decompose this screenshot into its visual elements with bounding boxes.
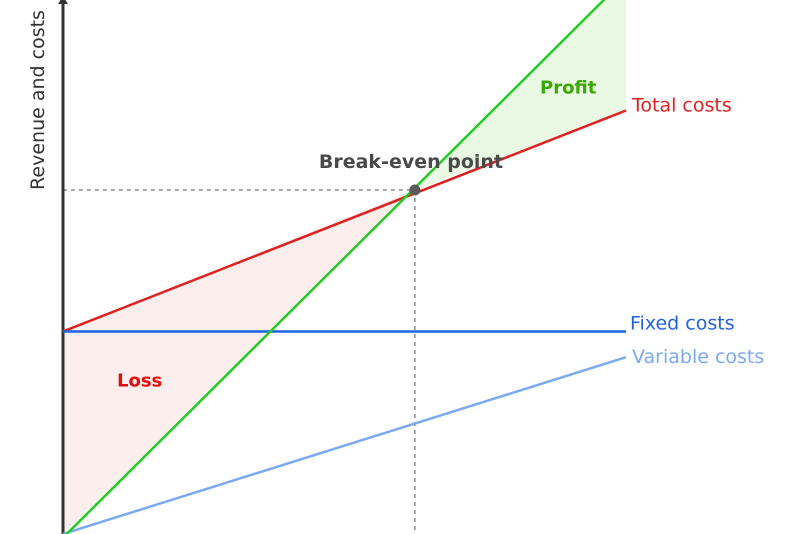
- total-costs-line: [62, 109, 627, 333]
- series-lines: [62, 0, 627, 534]
- profit-label: Profit: [540, 77, 597, 98]
- total-costs-label: Total costs: [631, 94, 732, 116]
- break-even-label: Break-even point: [319, 151, 503, 173]
- revenue-line: [64, 0, 606, 534]
- loss-label: Loss: [117, 370, 162, 391]
- variable-costs-label: Variable costs: [632, 346, 764, 368]
- break-even-point-marker: [409, 184, 421, 196]
- y-axis-label: Revenue and costs: [27, 10, 49, 190]
- profit-region: [414, 0, 626, 191]
- y-axis-arrow-icon: [58, 0, 68, 4]
- variable-costs-line: [62, 356, 627, 534]
- fixed-costs-label: Fixed costs: [630, 312, 735, 334]
